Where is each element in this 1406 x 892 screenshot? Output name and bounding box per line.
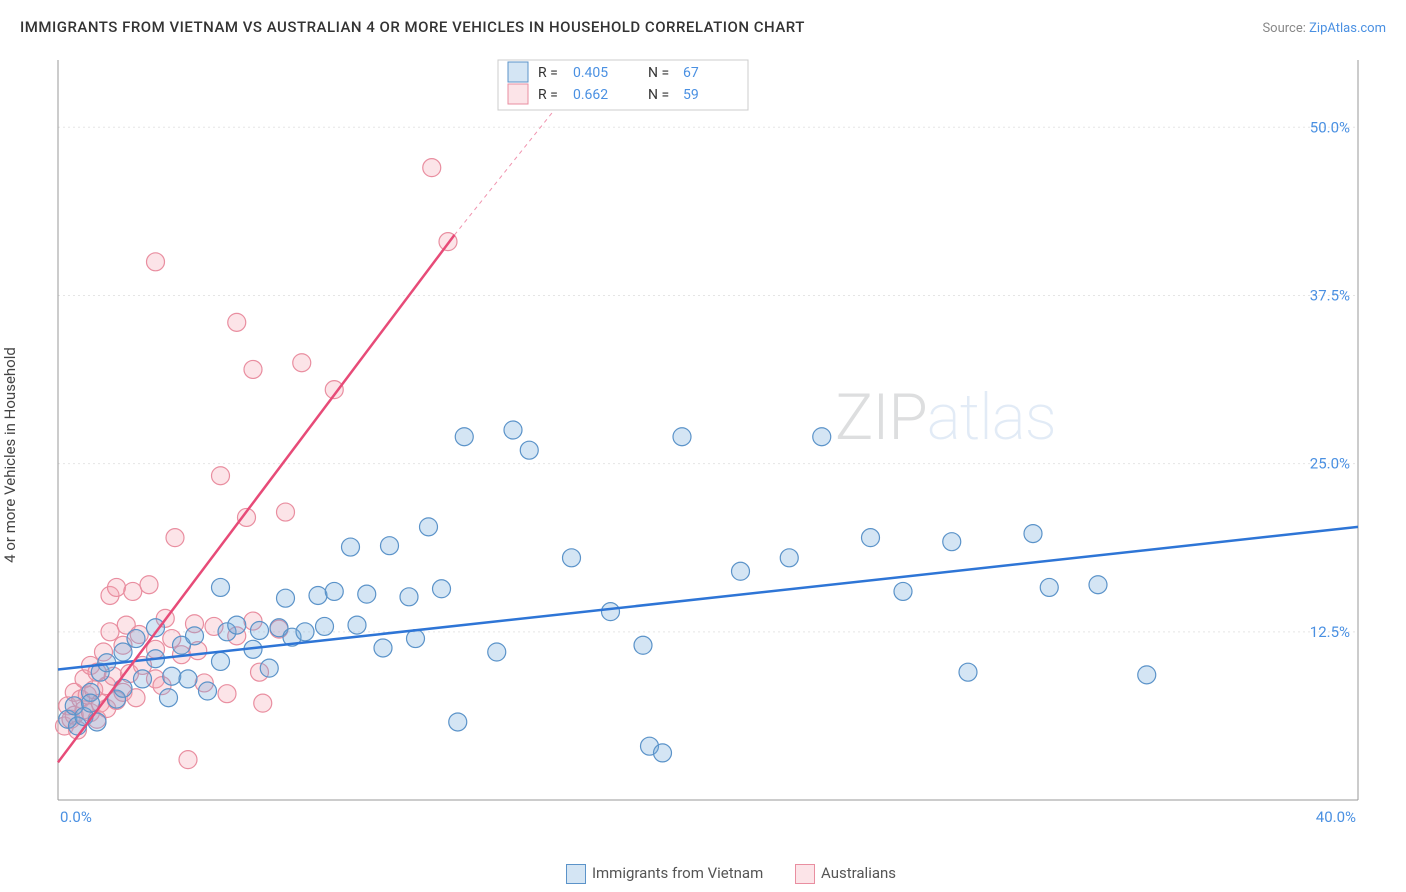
chart-title: IMMIGRANTS FROM VIETNAM VS AUSTRALIAN 4 … bbox=[20, 18, 805, 36]
svg-text:N =: N = bbox=[648, 87, 669, 103]
svg-text:N =: N = bbox=[648, 65, 669, 81]
scatter-chart: 12.5% 25.0% 37.5% 50.0% 0.0% 40.0% R = 0.405 N =… bbox=[48, 50, 1386, 840]
source-label: Source: ZipAtlas.com bbox=[1262, 21, 1386, 36]
svg-text:12.5%: 12.5% bbox=[1310, 623, 1350, 641]
y-axis-label: 4 or more Vehicles in Household bbox=[1, 347, 19, 563]
svg-text:37.5%: 37.5% bbox=[1310, 286, 1350, 304]
svg-text:0.405: 0.405 bbox=[573, 65, 608, 81]
bottom-legend: Immigrants from Vietnam Australians bbox=[48, 864, 1386, 884]
svg-text:50.0%: 50.0% bbox=[1310, 118, 1350, 136]
svg-text:67: 67 bbox=[683, 65, 699, 81]
source-link[interactable]: ZipAtlas.com bbox=[1309, 21, 1386, 36]
svg-text:59: 59 bbox=[683, 87, 699, 103]
svg-text:R =: R = bbox=[538, 65, 558, 81]
svg-text:0.0%: 0.0% bbox=[60, 808, 92, 826]
svg-text:0.662: 0.662 bbox=[573, 87, 608, 103]
svg-text:40.0%: 40.0% bbox=[1316, 808, 1356, 826]
svg-text:25.0%: 25.0% bbox=[1310, 455, 1350, 473]
svg-text:R =: R = bbox=[538, 87, 558, 103]
